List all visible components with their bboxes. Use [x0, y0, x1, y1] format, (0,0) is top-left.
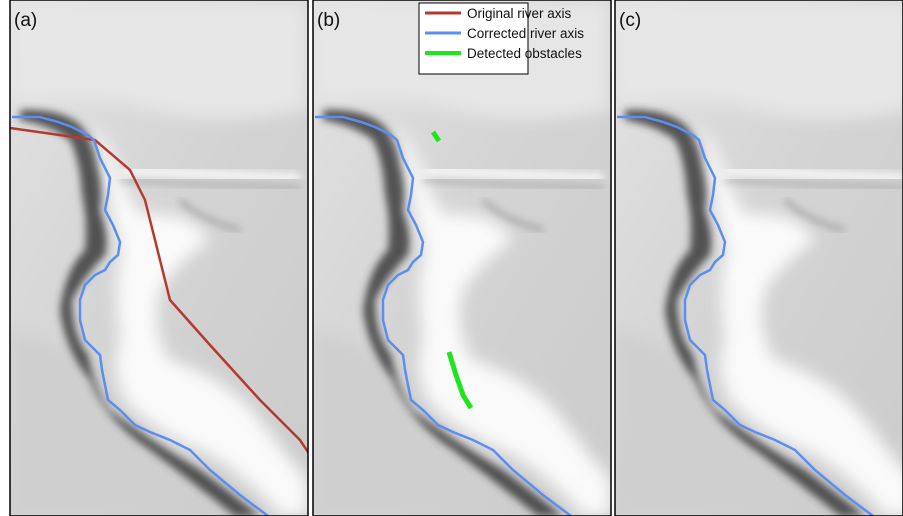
- panel-a: (a): [10, 0, 310, 516]
- panel-label: (b): [317, 10, 340, 31]
- panel-b: (b): [313, 0, 611, 516]
- figure-svg: (a) (b) (c) Original river axis Corrected…: [0, 0, 903, 516]
- legend-label: Corrected river axis: [467, 26, 584, 41]
- figure: (a) (b) (c) Original river axis Corrected…: [0, 0, 903, 516]
- legend-label: Original river axis: [467, 6, 572, 21]
- panel-c: (c): [615, 0, 903, 516]
- panel-label: (a): [14, 10, 37, 31]
- legend-label: Detected obstacles: [467, 46, 582, 61]
- panel-label: (c): [619, 10, 641, 31]
